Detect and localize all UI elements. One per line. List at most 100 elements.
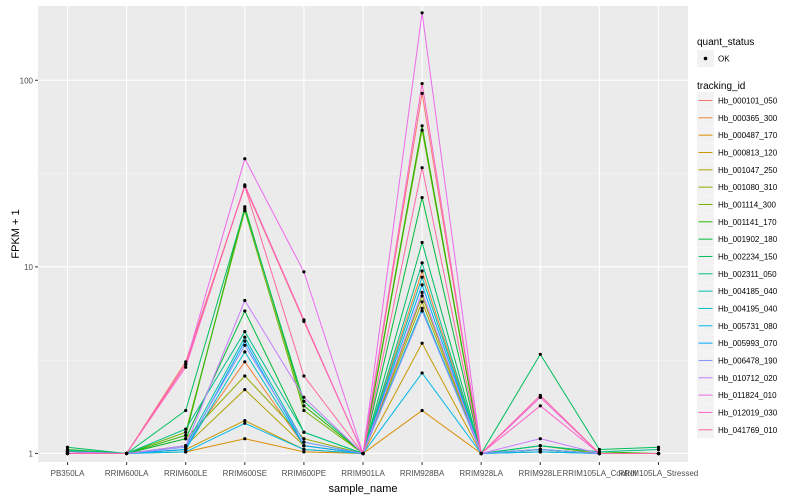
- x-axis: PB350LA RRIM600LA RRIM600LE RRIM600SE RRIM60…: [51, 462, 698, 478]
- data-point-Hb_005993_070: [243, 339, 247, 343]
- data-point-Hb_005731_080: [538, 450, 542, 454]
- x-tick-label: RRIM600LA: [105, 469, 149, 478]
- data-point-Hb_004185_040: [420, 275, 424, 279]
- data-point-Hb_010712_020: [302, 395, 306, 399]
- data-point-Hb_000101_050: [184, 360, 188, 364]
- legend-label: Hb_001141_170: [718, 218, 777, 227]
- data-point-Hb_002234_150: [65, 445, 70, 449]
- data-point-Hb_002311_050: [243, 330, 247, 334]
- data-point-Hb_004195_040: [243, 350, 247, 354]
- data-point-Hb_011824_010: [420, 11, 424, 15]
- data-point-Hb_012019_030: [420, 82, 424, 86]
- data-point-Hb_005731_080: [420, 371, 424, 375]
- data-point-Hb_012019_030: [538, 404, 542, 408]
- legend-tracking-id: tracking_id Hb_000101_050 Hb_000365_300 Hb…: [697, 81, 778, 439]
- legend-quant-status-title: quant_status: [697, 37, 754, 48]
- data-point-Hb_001047_250: [420, 300, 424, 304]
- legend-label: Hb_000365_300: [718, 114, 778, 123]
- x-axis-title: sample_name: [328, 483, 397, 495]
- data-point-Hb_001141_170: [420, 124, 424, 128]
- data-point-Hb_041769_010: [125, 451, 129, 456]
- x-tick-label: RRIM928LA: [459, 469, 503, 478]
- data-point-Hb_010712_020: [538, 437, 542, 441]
- data-point-Hb_041769_010: [479, 451, 483, 456]
- data-point-Hb_010712_020: [420, 290, 424, 294]
- x-tick-label: RRIM928BA: [400, 469, 445, 478]
- data-point-Hb_011824_010: [243, 157, 247, 161]
- legend-label: Hb_004195_040: [718, 304, 778, 313]
- legend-label: Hb_002311_050: [718, 270, 777, 279]
- data-point-Hb_002311_050: [538, 444, 542, 448]
- data-point-Hb_041769_010: [243, 184, 247, 188]
- data-point-Hb_001902_180: [243, 309, 247, 313]
- data-point-Hb_001114_300: [420, 128, 424, 132]
- data-point-Hb_005993_070: [420, 283, 424, 287]
- legend-point-icon: [703, 56, 708, 61]
- data-point-Hb_005731_080: [243, 421, 247, 425]
- data-point-Hb_012019_030: [184, 365, 188, 369]
- legend-label: Hb_000813_120: [718, 148, 778, 157]
- data-point-Hb_002234_150: [243, 207, 247, 211]
- data-point-Hb_002311_050: [656, 447, 661, 452]
- legend-label: Hb_001047_250: [718, 166, 778, 175]
- x-tick-label: RRIM928LE: [518, 469, 562, 478]
- data-point-Hb_004195_040: [420, 306, 424, 310]
- data-point-Hb_006478_190: [302, 440, 306, 444]
- data-point-Hb_002311_050: [184, 427, 188, 431]
- data-point-Hb_001902_180: [184, 437, 188, 441]
- legend-label: Hb_006478_190: [718, 356, 778, 365]
- data-point-Hb_006478_190: [538, 447, 542, 452]
- y-tick-label: 10: [24, 263, 33, 272]
- data-point-Hb_000813_120: [243, 419, 247, 423]
- data-point-Hb_000487_170: [243, 437, 247, 441]
- data-point-Hb_001080_310: [420, 294, 424, 298]
- data-point-Hb_002234_150: [538, 352, 542, 356]
- data-point-Hb_041769_010: [65, 451, 70, 456]
- data-point-Hb_002234_150: [184, 408, 188, 413]
- data-point-Hb_005731_080: [184, 450, 188, 454]
- data-point-Hb_001080_310: [302, 437, 306, 441]
- data-point-Hb_002311_050: [420, 261, 424, 265]
- legend-label: Hb_001114_300: [718, 200, 777, 209]
- data-point-Hb_041769_010: [420, 166, 424, 170]
- data-point-Hb_005731_080: [302, 447, 306, 452]
- data-point-Hb_001141_170: [184, 433, 188, 437]
- data-point-Hb_041769_010: [184, 362, 188, 366]
- data-point-Hb_001902_180: [420, 196, 424, 200]
- data-point-Hb_041769_010: [656, 451, 661, 456]
- x-tick-label: RRIM600PE: [282, 469, 326, 478]
- data-point-Hb_010712_020: [243, 298, 247, 303]
- legend-label: Hb_002234_150: [718, 252, 778, 261]
- legend-label: Hb_004185_040: [718, 287, 778, 296]
- data-point-Hb_012019_030: [302, 318, 306, 322]
- data-point-Hb_002234_150: [302, 399, 306, 403]
- legend-label: Hb_011824_010: [718, 391, 777, 400]
- y-axis: 1 10 100: [20, 76, 38, 458]
- data-point-Hb_010712_020: [184, 444, 188, 448]
- y-tick-label: 1: [29, 449, 34, 458]
- legend-label: Hb_010712_020: [718, 374, 778, 383]
- data-point-Hb_000813_120: [420, 341, 424, 345]
- data-point-Hb_041769_010: [538, 393, 542, 397]
- legend-label: Hb_012019_030: [718, 408, 778, 417]
- data-point-Hb_000365_300: [420, 269, 424, 273]
- legend-label: Hb_001080_310: [718, 183, 778, 192]
- legend-label: Hb_000487_170: [718, 131, 778, 140]
- data-point-Hb_000487_170: [302, 450, 306, 454]
- data-point-Hb_002234_150: [597, 447, 602, 452]
- data-point-Hb_002234_150: [656, 445, 661, 449]
- data-point-Hb_001047_250: [243, 388, 247, 392]
- data-point-Hb_001141_170: [302, 404, 306, 408]
- legend-label: Hb_001902_180: [718, 235, 778, 244]
- legend-label: Hb_005731_080: [718, 322, 778, 331]
- data-point-Hb_006478_190: [243, 343, 247, 347]
- legend-tracking-id-title: tracking_id: [697, 81, 745, 92]
- x-tick-label: RRIM901LA: [341, 469, 385, 478]
- data-point-Hb_000365_300: [243, 360, 247, 364]
- data-point-Hb_002311_050: [302, 430, 306, 434]
- data-point-Hb_005993_070: [184, 447, 188, 452]
- data-point-Hb_011824_010: [302, 270, 306, 274]
- x-tick-label: RRIM600LE: [164, 469, 208, 478]
- legend-label: Hb_041769_010: [718, 426, 778, 435]
